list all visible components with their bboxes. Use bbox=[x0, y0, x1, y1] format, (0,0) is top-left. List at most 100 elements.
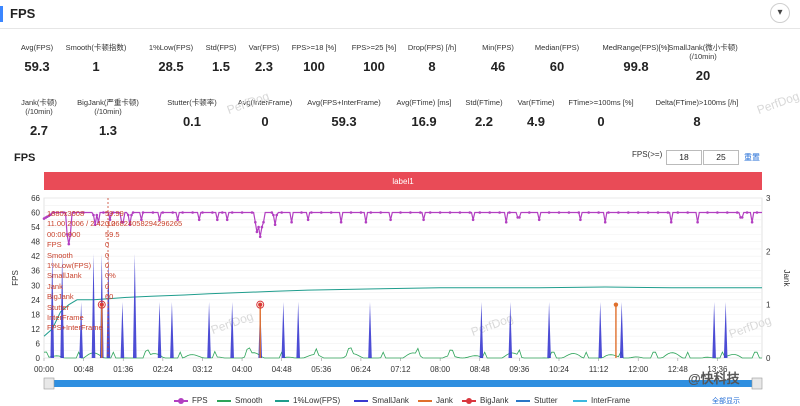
fps-point bbox=[128, 223, 132, 226]
fps-point bbox=[52, 211, 56, 214]
metric-label: Avg(InterFrame) bbox=[237, 98, 293, 107]
fps-point bbox=[176, 218, 179, 222]
fps-point bbox=[131, 211, 135, 214]
x-tick-label: 02:24 bbox=[153, 365, 174, 374]
fps-point bbox=[250, 211, 254, 214]
fps-threshold-input-2[interactable]: 25 bbox=[703, 150, 739, 165]
metric-label: Avg(FPS) bbox=[20, 43, 54, 52]
legend-swatch bbox=[275, 400, 289, 402]
legend-label: SmallJank bbox=[372, 396, 409, 405]
fps-point bbox=[557, 211, 561, 214]
y2-tick-label: 0 bbox=[766, 354, 771, 363]
fps-point bbox=[221, 211, 224, 214]
fps-point bbox=[409, 211, 412, 214]
fps-point bbox=[92, 213, 95, 217]
fps-point bbox=[666, 211, 670, 214]
legend-label: Stutter bbox=[534, 396, 558, 405]
y-tick-label: 42 bbox=[31, 252, 40, 261]
metric-card: Jank(卡顿) (/10min) 2.7 bbox=[0, 98, 89, 138]
fps-point bbox=[537, 218, 541, 222]
range-handle-right bbox=[751, 377, 763, 390]
metric-card: BigJank(严重卡顿) (/10min) 1.3 bbox=[58, 98, 158, 138]
metric-value: 100 bbox=[303, 59, 325, 74]
metric-value: 0.1 bbox=[182, 114, 202, 129]
x-tick-label: 09:36 bbox=[509, 365, 530, 374]
metric-label: Avg(FPS+InterFrame) bbox=[307, 98, 381, 107]
y-tick-label: 24 bbox=[31, 296, 40, 305]
tooltip-value: 0.06824058294296265 bbox=[105, 219, 183, 229]
fps-threshold-input-1[interactable]: 18 bbox=[666, 150, 702, 165]
metric-card: Median(FPS) 60 bbox=[507, 43, 607, 74]
fps-point bbox=[108, 218, 112, 222]
tooltip-label: Stutter bbox=[47, 302, 70, 312]
fps-point bbox=[126, 213, 130, 217]
fps-point bbox=[306, 218, 310, 222]
show-all-link[interactable]: 全部显示 bbox=[712, 398, 740, 405]
smalljank-spike bbox=[50, 254, 55, 358]
fps-point bbox=[428, 211, 432, 214]
metric-label: MedRange(FPS)[%] bbox=[602, 43, 670, 52]
metric-value: 100 bbox=[363, 59, 385, 74]
fps-point bbox=[504, 220, 508, 224]
fps-point bbox=[399, 211, 402, 214]
metric-label: Std(FTime) bbox=[465, 98, 503, 107]
tooltip-label: 11.00 2006 / 2.42.12 bbox=[47, 219, 116, 229]
fps-point bbox=[518, 216, 521, 219]
x-tick-label: 08:48 bbox=[470, 365, 491, 374]
fps-point bbox=[280, 211, 284, 214]
fps-point bbox=[379, 211, 383, 214]
smalljank-spike bbox=[598, 302, 603, 358]
fps-point bbox=[448, 211, 452, 214]
smalljank-spike bbox=[207, 302, 211, 358]
reset-button[interactable]: 重置 bbox=[744, 153, 760, 162]
header-accent bbox=[0, 6, 3, 22]
fps-point bbox=[498, 211, 501, 214]
legend-swatch bbox=[217, 400, 231, 402]
tooltip-value: 59.5 bbox=[105, 229, 120, 239]
metric-card: 1%Low(FPS) 28.5 bbox=[121, 43, 221, 74]
tooltip-label: Smooth bbox=[47, 250, 73, 260]
metric-value: 59.3 bbox=[331, 114, 357, 129]
metric-label: Median(FPS) bbox=[534, 43, 580, 52]
metric-value: 0 bbox=[597, 114, 605, 129]
y-tick-label: 66 bbox=[31, 194, 40, 203]
fps-point bbox=[258, 235, 262, 239]
tooltip-label: BigJank bbox=[47, 292, 74, 302]
fps-point bbox=[254, 220, 257, 224]
fps-point bbox=[547, 211, 551, 214]
fps-point bbox=[275, 213, 279, 217]
smalljank-spike bbox=[723, 302, 728, 358]
metric-label: Delta(FTime)>100ms [/h] bbox=[655, 98, 739, 107]
tooltip-label: 1880x3008 bbox=[47, 209, 85, 218]
fps-point bbox=[69, 233, 72, 236]
tooltip-label: FPS+InterFrame bbox=[47, 323, 103, 333]
y-tick-label: 54 bbox=[31, 223, 40, 232]
fps-point bbox=[422, 218, 425, 222]
x-tick-label: 08:00 bbox=[430, 365, 451, 374]
y-tick-label: 60 bbox=[31, 209, 40, 218]
fps-point bbox=[121, 220, 125, 224]
fps-point bbox=[577, 211, 581, 214]
fps-point bbox=[216, 218, 219, 222]
fps-point bbox=[102, 211, 105, 214]
fps-point bbox=[750, 220, 754, 224]
fps-point bbox=[478, 211, 482, 214]
fps-point bbox=[508, 211, 511, 214]
fps-point bbox=[97, 220, 100, 224]
smalljank-spike bbox=[712, 302, 716, 358]
metric-value: 20 bbox=[695, 68, 711, 83]
y-tick-label: 36 bbox=[31, 267, 40, 276]
fps-point bbox=[112, 211, 115, 214]
smalljank-spike bbox=[120, 302, 125, 358]
smalljank-spike bbox=[508, 302, 513, 358]
metric-value: 59.3 bbox=[24, 59, 50, 74]
fps-point bbox=[579, 218, 582, 222]
metric-label: Stutter(卡顿率) bbox=[167, 98, 217, 107]
chevron-down-icon[interactable]: ▾ bbox=[770, 3, 790, 23]
metric-value: 0 bbox=[261, 114, 269, 129]
fps-point bbox=[419, 211, 422, 214]
fps-point bbox=[197, 218, 201, 222]
fps-point bbox=[389, 218, 392, 222]
y2-tick-label: 2 bbox=[766, 247, 771, 256]
